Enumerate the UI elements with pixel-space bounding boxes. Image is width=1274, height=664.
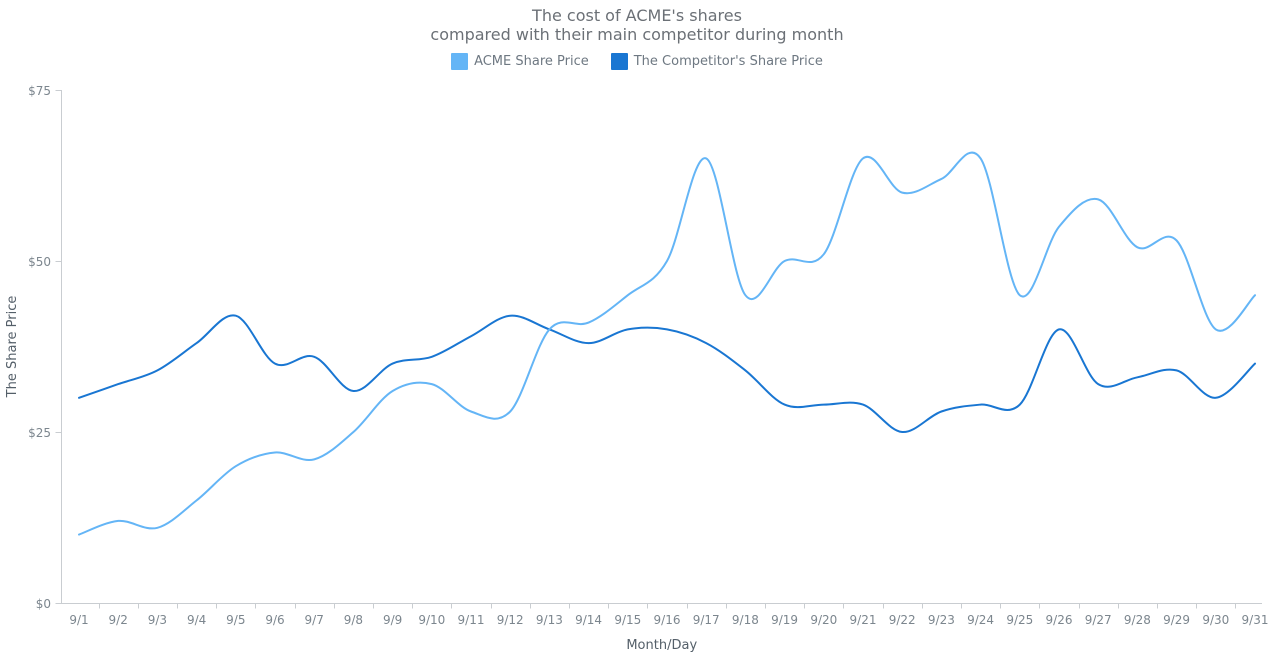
x-tick-label: 9/13 bbox=[536, 613, 563, 627]
x-tick-label: 9/14 bbox=[575, 613, 602, 627]
x-tick-label: 9/22 bbox=[889, 613, 916, 627]
x-tick-label: 9/31 bbox=[1242, 613, 1269, 627]
x-tick-label: 9/8 bbox=[344, 613, 363, 627]
legend-label-competitor: The Competitor's Share Price bbox=[633, 53, 823, 69]
y-axis-title: The Share Price bbox=[5, 296, 20, 399]
x-tick-label: 9/6 bbox=[265, 613, 284, 627]
legend-swatch-acme bbox=[451, 52, 469, 70]
chart-title-line2: compared with their main competitor duri… bbox=[430, 25, 844, 44]
x-tick-label: 9/5 bbox=[226, 613, 245, 627]
x-axis-title: Month/Day bbox=[626, 638, 697, 653]
x-tick-label: 9/24 bbox=[967, 613, 994, 627]
x-tick-label: 9/4 bbox=[187, 613, 206, 627]
x-tick-label: 9/19 bbox=[771, 613, 798, 627]
legend: ACME Share Price The Competitor's Share … bbox=[0, 52, 1274, 70]
series-line-acme-share-price[interactable] bbox=[78, 151, 1256, 536]
x-tick-label: 9/3 bbox=[148, 613, 167, 627]
chart-title-line1: The cost of ACME's shares bbox=[532, 6, 742, 25]
x-tick-label: 9/29 bbox=[1163, 613, 1190, 627]
x-tick-label: 9/30 bbox=[1202, 613, 1229, 627]
legend-label-acme: ACME Share Price bbox=[474, 53, 589, 69]
x-tick-label: 9/10 bbox=[418, 613, 445, 627]
series-line-the-competitor-s-share-price[interactable] bbox=[78, 314, 1256, 434]
x-tick-label: 9/28 bbox=[1124, 613, 1151, 627]
x-tick-label: 9/12 bbox=[497, 613, 524, 627]
x-tick-label: 9/17 bbox=[693, 613, 720, 627]
x-tick-label: 9/18 bbox=[732, 613, 759, 627]
x-tick-label: 9/21 bbox=[850, 613, 877, 627]
x-tick-label: 9/23 bbox=[928, 613, 955, 627]
x-tick-label: 9/20 bbox=[810, 613, 837, 627]
x-tick-label: 9/1 bbox=[69, 613, 88, 627]
x-tick-label: 9/7 bbox=[305, 613, 324, 627]
legend-item-competitor[interactable]: The Competitor's Share Price bbox=[610, 52, 823, 70]
x-tick-label: 9/26 bbox=[1046, 613, 1073, 627]
x-tick-label: 9/16 bbox=[654, 613, 681, 627]
y-tick-label: $50 bbox=[28, 255, 51, 269]
x-tick-label: 9/25 bbox=[1006, 613, 1033, 627]
x-tick-label: 9/9 bbox=[383, 613, 402, 627]
y-tick-label: $75 bbox=[28, 84, 51, 98]
y-tick-label: $25 bbox=[28, 426, 51, 440]
x-tick-label: 9/2 bbox=[109, 613, 128, 627]
x-tick-label: 9/15 bbox=[614, 613, 641, 627]
y-tick-label: $0 bbox=[36, 597, 51, 611]
x-tick-label: 9/27 bbox=[1085, 613, 1112, 627]
legend-item-acme[interactable]: ACME Share Price bbox=[451, 52, 589, 70]
legend-swatch-competitor bbox=[610, 52, 628, 70]
x-tick-label: 9/11 bbox=[458, 613, 485, 627]
